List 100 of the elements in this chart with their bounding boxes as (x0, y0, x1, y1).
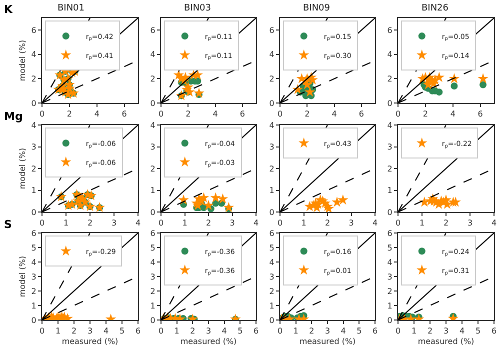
y-tick-label: 2 (269, 74, 274, 84)
y-axis-title: model (%) (18, 148, 28, 190)
y-tick-label: 3 (387, 142, 392, 152)
x-tick-label: 4 (491, 218, 497, 228)
x-tick-label: 2 (324, 218, 330, 228)
y-tick-label: 0 (387, 98, 392, 108)
y-tick-label: 4 (269, 50, 274, 60)
x-tick-label: 6 (358, 110, 364, 119)
y-tick-label: 3 (150, 272, 156, 282)
y-tick-label: 2 (31, 286, 36, 296)
x-tick-label: 4 (103, 326, 109, 336)
x-tick-label: 3 (324, 326, 330, 336)
x-tick-label: 6 (240, 110, 245, 119)
x-tick-label: 1 (182, 218, 188, 228)
y-tick-label: 6 (387, 228, 392, 238)
x-tick-label: 4 (450, 110, 456, 119)
x-tick-label: 3 (230, 218, 235, 228)
x-tick-label: 4 (135, 218, 141, 228)
y-tick-label: 1 (150, 301, 156, 310)
y-tick-label: 1 (387, 301, 392, 310)
x-tick-label: 3 (87, 326, 93, 336)
x-tick-label: 0 (395, 326, 401, 336)
y-tick-label: 6 (387, 26, 392, 35)
x-axis-title: measured (%) (418, 337, 474, 345)
x-tick-label: 5 (119, 326, 125, 336)
x-tick-label: 0 (395, 218, 401, 228)
y-tick-label: 2 (387, 286, 392, 296)
y-tick-label: 2 (269, 286, 274, 296)
y-tick-label: 1 (150, 186, 156, 196)
chart-title: BIN09 (302, 3, 330, 14)
y-tick-label: 2 (387, 74, 392, 84)
y-tick-label: 4 (150, 258, 156, 267)
x-tick-label: 0 (277, 218, 283, 228)
x-axis-title: measured (%) (180, 337, 237, 345)
y-tick-label: 0 (150, 208, 156, 217)
x-tick-label: 2 (190, 326, 196, 336)
x-tick-label: 2 (304, 110, 310, 119)
y-tick-label: 0 (150, 98, 156, 108)
y-tick-label: 6 (269, 26, 274, 35)
x-tick-label: 5 (356, 326, 362, 336)
x-tick-label: 1 (174, 326, 180, 336)
y-tick-label: 0 (269, 98, 274, 108)
y-tick-label: 3 (269, 142, 274, 152)
x-tick-label: 4 (332, 110, 337, 119)
y-tick-label: 0 (269, 316, 274, 325)
y-tick-label: 6 (269, 228, 274, 238)
y-tick-label: 1 (31, 301, 36, 310)
y-tick-label: 1 (269, 301, 274, 310)
x-tick-label: 2 (186, 110, 191, 119)
y-tick-label: 2 (150, 74, 156, 84)
x-tick-label: 0 (39, 218, 45, 228)
y-tick-label: 4 (31, 258, 36, 267)
y-tick-label: 3 (269, 272, 274, 282)
y-tick-label: 5 (269, 243, 274, 252)
y-tick-label: 4 (387, 120, 392, 130)
y-tick-label: 4 (387, 258, 392, 267)
y-tick-label: 3 (31, 272, 36, 282)
x-tick-label: 3 (348, 218, 354, 228)
y-tick-label: 4 (269, 258, 274, 267)
x-tick-label: 4 (340, 326, 346, 336)
x-tick-label: 3 (443, 326, 449, 336)
x-tick-label: 3 (206, 326, 212, 336)
y-tick-label: 2 (269, 164, 274, 174)
x-tick-label: 0 (395, 110, 401, 119)
x-tick-label: 6 (491, 326, 497, 336)
x-tick-label: 4 (459, 326, 465, 336)
y-axis-title: model (%) (18, 256, 28, 298)
x-tick-label: 4 (222, 326, 227, 336)
y-tick-label: 2 (31, 164, 36, 174)
text: S (4, 218, 12, 231)
y-axis-title: model (%) (18, 40, 28, 82)
x-tick-label: 6 (253, 326, 259, 336)
y-tick-label: 6 (31, 26, 36, 35)
y-tick-label: 2 (31, 74, 36, 84)
x-tick-label: 6 (372, 326, 378, 336)
x-tick-label: 1 (419, 218, 425, 228)
x-tick-label: 1 (63, 218, 69, 228)
x-tick-label: 1 (293, 326, 298, 336)
x-tick-label: 3 (111, 218, 117, 228)
x-tick-label: 0 (158, 110, 164, 119)
x-tick-label: 2 (66, 110, 72, 119)
y-tick-label: 0 (31, 316, 36, 325)
x-tick-label: 0 (158, 326, 164, 336)
y-tick-label: 2 (387, 164, 392, 174)
x-tick-label: 0 (39, 110, 45, 119)
x-tick-label: 4 (94, 110, 100, 119)
x-tick-label: 4 (372, 218, 378, 228)
y-tick-label: 4 (150, 50, 156, 60)
y-tick-label: 3 (31, 142, 36, 152)
x-tick-label: 2 (87, 218, 93, 228)
chart-title: BIN03 (184, 3, 212, 14)
x-tick-label: 2 (71, 326, 77, 336)
y-tick-label: 3 (387, 272, 392, 282)
x-tick-label: 4 (253, 218, 259, 228)
y-tick-label: 5 (150, 243, 156, 252)
chart-title: BIN01 (57, 3, 85, 14)
x-tick-label: 0 (277, 110, 283, 119)
x-tick-label: 2 (427, 326, 433, 336)
x-axis-title: measured (%) (299, 337, 356, 345)
x-tick-label: 1 (411, 326, 417, 336)
